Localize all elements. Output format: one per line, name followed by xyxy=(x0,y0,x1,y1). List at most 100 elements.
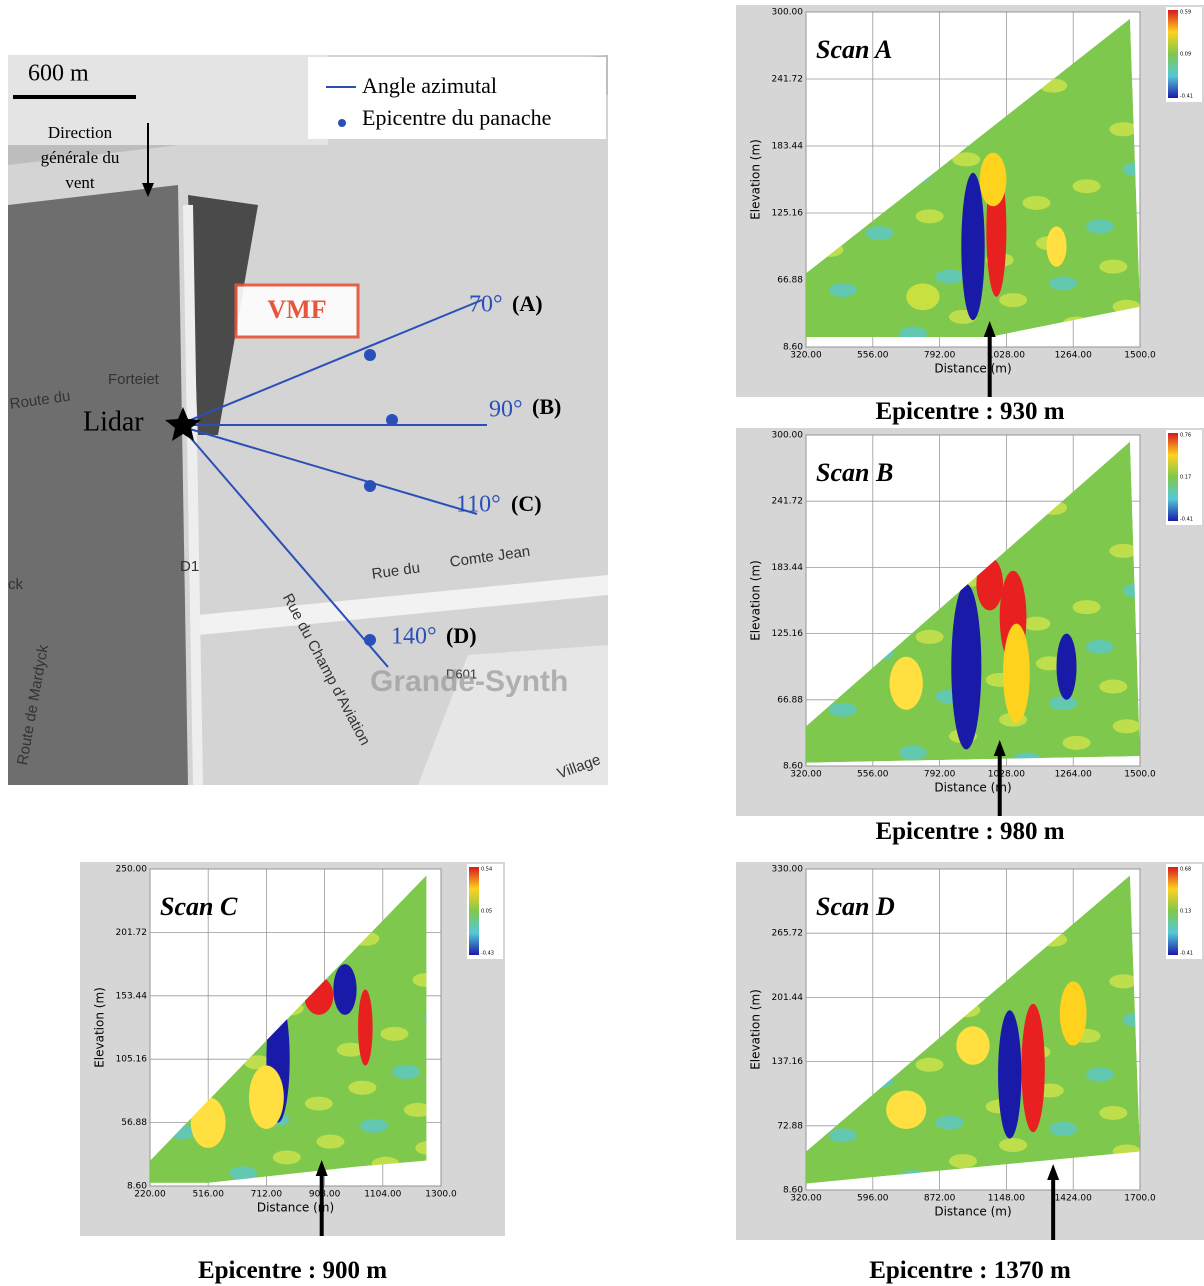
legend-label: Angle azimutal xyxy=(362,73,497,98)
y-axis-label: Elevation (m) xyxy=(749,560,763,641)
scan-title: Scan B xyxy=(816,458,893,487)
azimuth-label: (D) xyxy=(446,623,477,648)
heatmap-patch xyxy=(403,1102,427,1117)
heatmap-patch xyxy=(952,152,981,167)
azimuth-angle: 90° xyxy=(489,397,523,423)
heatmap-blob xyxy=(1003,623,1030,723)
scan-title: Scan A xyxy=(816,35,892,64)
heatmap-blob xyxy=(979,152,1007,207)
y-tick-label: 125.16 xyxy=(772,209,804,219)
legend-label: Epicentre du panache xyxy=(362,105,551,130)
heatmap-patch xyxy=(935,1115,964,1130)
x-tick-label: 712.00 xyxy=(251,1190,283,1200)
colorbar-label: 0.05 xyxy=(481,909,492,915)
x-axis-label: Distance (m) xyxy=(257,1201,334,1215)
wind-arrowhead xyxy=(142,183,154,197)
azimuth-label: (A) xyxy=(512,291,543,316)
heatmap-patch xyxy=(935,269,964,284)
x-axis-label: Distance (m) xyxy=(934,1205,1011,1219)
epicentre-arrowhead xyxy=(1047,1164,1060,1180)
azimuth-line xyxy=(182,428,389,668)
colorbar-label: 0.68 xyxy=(1180,867,1191,873)
heatmap-blob xyxy=(998,1010,1022,1139)
epicentre-dot xyxy=(364,634,376,646)
colorbar xyxy=(469,867,479,955)
y-tick-label: 201.44 xyxy=(772,993,804,1003)
x-tick-label: 1500.0 xyxy=(1124,351,1156,361)
colorbar-label: 0.76 xyxy=(1180,433,1191,439)
heatmap-blob xyxy=(956,1026,990,1065)
wind-label: Direction xyxy=(48,123,113,142)
heatmap-patch xyxy=(915,1057,944,1072)
x-tick-label: 220.00 xyxy=(134,1190,166,1200)
colorbar-label: 0.09 xyxy=(1180,52,1191,58)
x-tick-label: 1300.0 xyxy=(425,1190,457,1200)
x-tick-label: 556.00 xyxy=(857,770,889,780)
heatmap-patch xyxy=(1022,195,1051,210)
y-tick-label: 66.88 xyxy=(777,276,803,286)
colorbar-label: 0.54 xyxy=(481,867,492,873)
colorbar-label: -0.41 xyxy=(1180,951,1193,957)
colorbar-label: -0.41 xyxy=(1180,517,1193,523)
heatmap-blob xyxy=(1059,981,1087,1046)
x-tick-label: 1148.00 xyxy=(988,1194,1025,1204)
vmf-box xyxy=(234,283,360,339)
heatmap-patch xyxy=(1109,543,1138,558)
y-tick-label: 250.00 xyxy=(116,865,148,875)
heatmap-blob xyxy=(889,656,923,710)
lidar-star xyxy=(165,407,201,441)
y-tick-label: 8.60 xyxy=(783,1186,803,1196)
road xyxy=(183,204,203,785)
wind-label: vent xyxy=(65,173,95,192)
x-axis-label: Distance (m) xyxy=(934,781,1011,795)
vmf-label: VMF xyxy=(267,295,326,324)
x-tick-label: 516.00 xyxy=(192,1190,224,1200)
x-tick-label: 596.00 xyxy=(857,1194,889,1204)
y-tick-label: 105.16 xyxy=(116,1055,148,1065)
heatmap-patch xyxy=(1112,719,1140,734)
street-label: ck xyxy=(8,576,24,593)
scan-title: Scan C xyxy=(160,892,238,921)
heatmap-blob xyxy=(1046,226,1067,267)
heatmap-patch xyxy=(1109,974,1138,989)
heatmap-patch xyxy=(828,702,857,717)
scan-panel: 220.00 516.00 712.00 908.00 1104.00 1300.0 8.6… xyxy=(80,862,505,1236)
y-tick-label: 125.16 xyxy=(772,629,804,639)
y-tick-label: 66.88 xyxy=(777,695,803,705)
y-tick-label: 241.72 xyxy=(772,75,804,85)
street-label: D1 xyxy=(180,558,199,575)
y-axis-label: Elevation (m) xyxy=(749,989,763,1070)
heatmap-patch xyxy=(1085,639,1114,654)
scale-label: 600 m xyxy=(28,61,89,87)
map: 600 m Angle azimutal Epicentre du panach… xyxy=(8,55,608,785)
azimuth-line xyxy=(182,426,478,515)
heatmap-patch xyxy=(1099,679,1128,694)
y-tick-label: 137.16 xyxy=(772,1057,804,1067)
heatmap-patch xyxy=(1085,1067,1114,1082)
y-tick-label: 8.60 xyxy=(783,343,803,353)
y-tick-label: 8.60 xyxy=(783,762,803,772)
heatmap-patch xyxy=(360,1118,389,1133)
heatmap-patch xyxy=(1109,122,1138,137)
legend-dot xyxy=(338,119,346,127)
epicentre-dot xyxy=(364,349,376,361)
y-tick-label: 56.88 xyxy=(121,1118,147,1128)
azimuth-angle: 140° xyxy=(391,624,437,650)
heatmap-patch xyxy=(392,1064,421,1079)
heatmap-patch xyxy=(1072,179,1101,194)
street-label: Rue du xyxy=(371,559,421,583)
azimuth-line xyxy=(182,299,483,424)
x-tick-label: 1700.0 xyxy=(1124,1194,1156,1204)
scan-panel: 320.00 556.00 792.00 1028.00 1264.00 1500.0 8.… xyxy=(736,5,1204,397)
x-axis-label: Distance (m) xyxy=(934,362,1011,376)
y-tick-label: 330.00 xyxy=(772,865,804,875)
y-tick-label: 153.44 xyxy=(116,991,148,1001)
street-label: Forteiet xyxy=(108,371,160,388)
x-tick-label: 792.00 xyxy=(924,770,956,780)
heatmap-patch xyxy=(1049,696,1078,711)
heatmap-blob xyxy=(333,964,357,1015)
epicentre-caption: Epicentre : 1370 m xyxy=(869,1257,1071,1284)
colorbar-label: -0.43 xyxy=(481,951,494,957)
y-tick-label: 72.88 xyxy=(777,1121,803,1131)
